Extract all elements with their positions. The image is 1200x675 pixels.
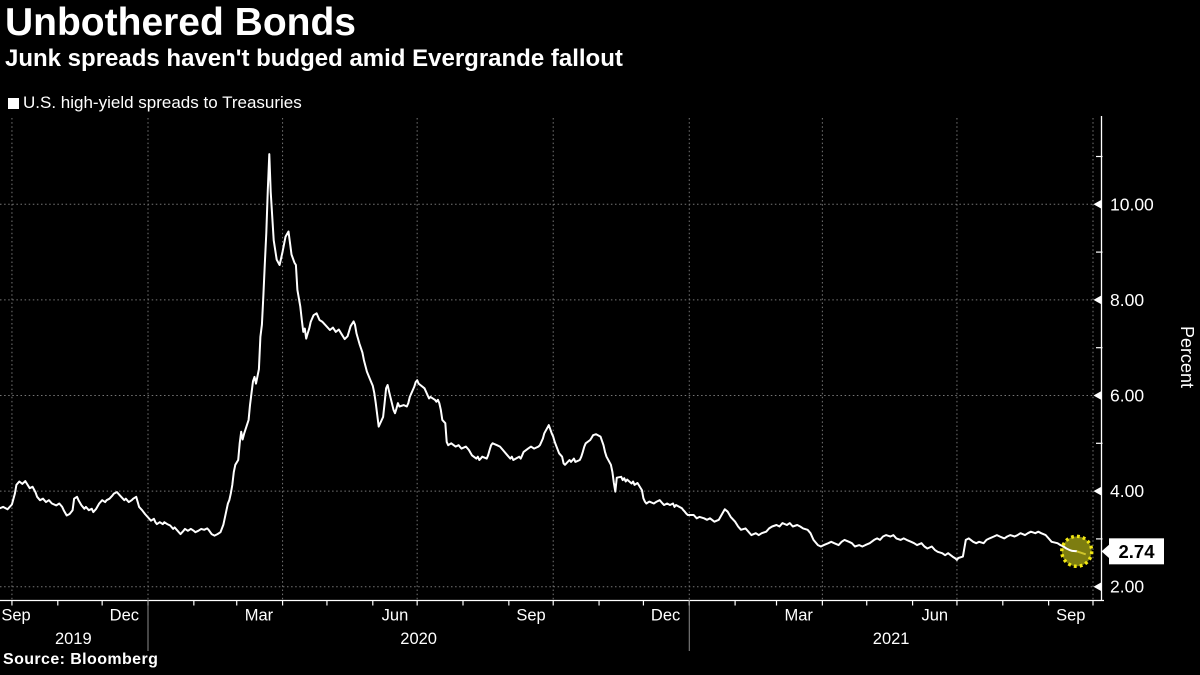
source-line: Source: Bloomberg bbox=[3, 651, 159, 668]
x-month-label: Dec bbox=[651, 607, 680, 625]
x-month-label: Jun bbox=[921, 607, 948, 625]
y-tick-arrow-icon bbox=[1093, 582, 1102, 592]
chart-subtitle: Junk spreads haven't budged amid Evergra… bbox=[5, 45, 623, 72]
legend: U.S. high-yield spreads to Treasuries bbox=[8, 93, 302, 113]
x-month-label: Sep bbox=[1056, 607, 1085, 625]
x-month-label: Dec bbox=[110, 607, 139, 625]
y-tick-arrow-icon bbox=[1093, 199, 1102, 209]
legend-label: U.S. high-yield spreads to Treasuries bbox=[23, 93, 302, 112]
x-month-label: Jun bbox=[382, 607, 409, 625]
value-flag-arrow bbox=[1101, 543, 1110, 559]
y-tick-label: 10.00 bbox=[1110, 194, 1154, 214]
marker-hand bbox=[1076, 550, 1087, 556]
y-tick-label: 2.00 bbox=[1110, 577, 1144, 597]
x-year-label: 2021 bbox=[873, 630, 910, 648]
x-month-label: Mar bbox=[245, 607, 274, 625]
y-tick-label: 6.00 bbox=[1110, 386, 1144, 406]
x-year-label: 2019 bbox=[55, 630, 92, 648]
y-tick-label: 8.00 bbox=[1110, 290, 1144, 310]
y-tick-arrow-icon bbox=[1093, 486, 1102, 496]
x-month-label: Sep bbox=[516, 607, 545, 625]
chart-title: Unbothered Bonds bbox=[5, 1, 356, 44]
endpoint-marker-ring bbox=[1060, 534, 1094, 569]
data-line bbox=[0, 153, 1078, 561]
x-month-label: Sep bbox=[1, 607, 30, 625]
y-tick-arrow-icon bbox=[1093, 391, 1102, 400]
legend-swatch-icon bbox=[8, 97, 19, 109]
value-flag-text: 2.74 bbox=[1118, 541, 1155, 562]
y-tick-arrow-icon bbox=[1093, 295, 1102, 305]
x-month-label: Mar bbox=[784, 607, 813, 625]
x-year-label: 2020 bbox=[400, 630, 437, 648]
value-flag bbox=[1109, 538, 1164, 565]
y-tick-label: 4.00 bbox=[1110, 481, 1144, 501]
y-axis-title: Percent bbox=[1177, 326, 1197, 388]
